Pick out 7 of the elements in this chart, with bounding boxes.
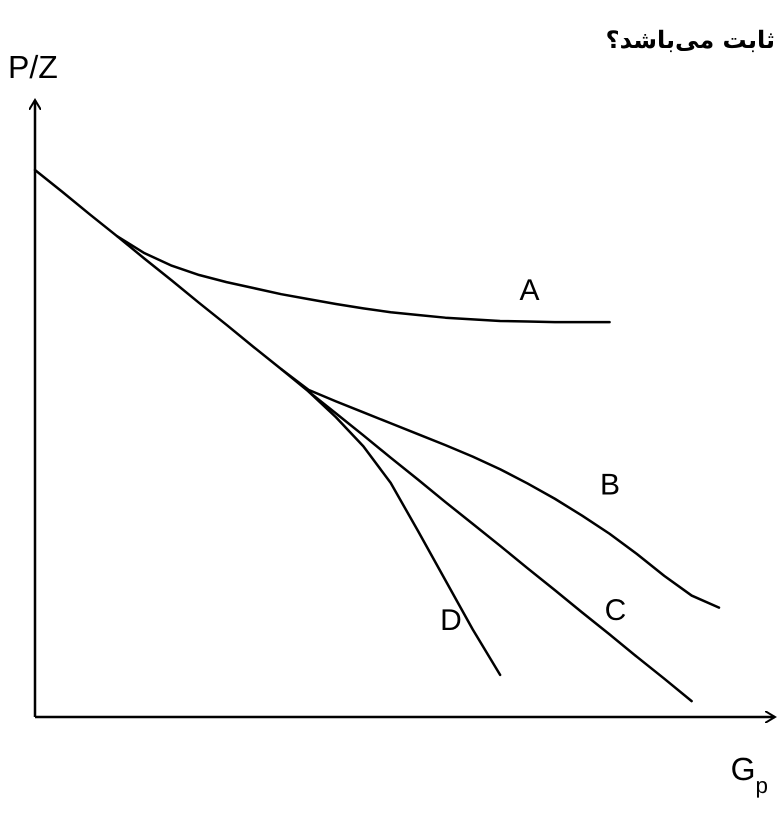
text: ثابت می‌باشد؟ [606, 26, 775, 54]
x-axis-title: G$_{p}$ [730, 751, 768, 798]
series-label: A [520, 274, 540, 308]
series-label: D [440, 604, 462, 637]
y-axis-title: P/Z [8, 49, 58, 85]
series-label: C [604, 594, 626, 628]
series-label: B [600, 468, 620, 502]
